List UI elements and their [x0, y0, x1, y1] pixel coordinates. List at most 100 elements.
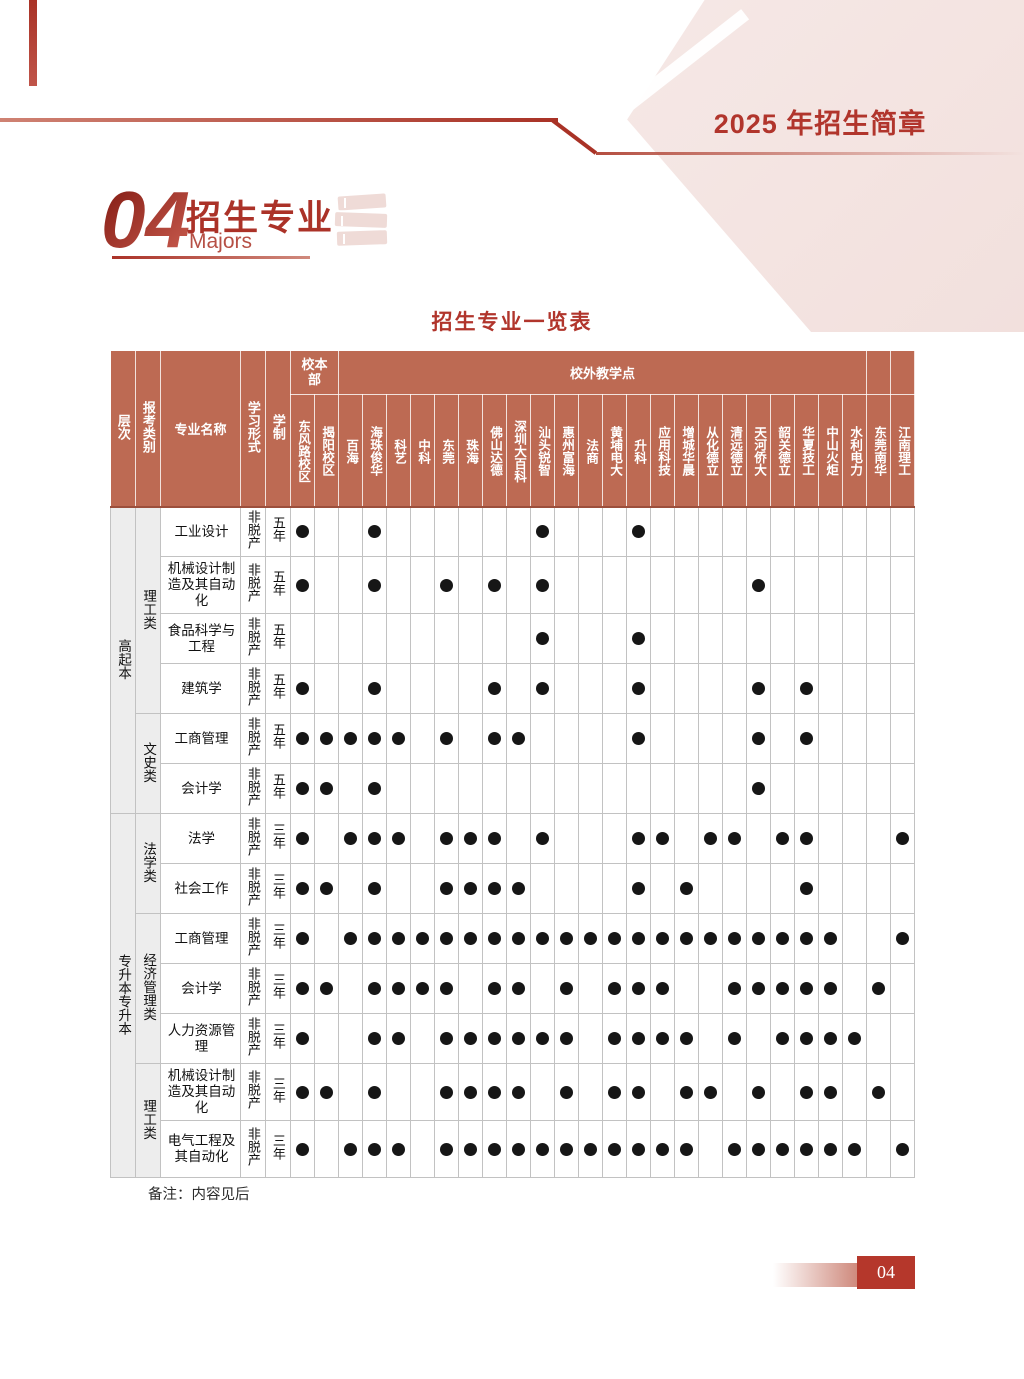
- offer-cell: [410, 763, 435, 814]
- dot-icon: [320, 882, 333, 895]
- study-form: 非脱产: [240, 863, 266, 914]
- dot-icon: [296, 932, 309, 945]
- offer-cell: [818, 506, 843, 557]
- offer-cell: [314, 613, 339, 664]
- major-name: 社会工作: [160, 863, 241, 914]
- offer-cell: [602, 556, 627, 614]
- offer-cell: [506, 863, 531, 914]
- dot-icon: [512, 1032, 525, 1045]
- dot-icon: [536, 1142, 549, 1156]
- offer-cell: [698, 863, 723, 914]
- dot-icon: [392, 1142, 405, 1156]
- offer-cell: [434, 763, 459, 814]
- dot-icon: [368, 782, 381, 795]
- offer-cell: [410, 663, 435, 714]
- offer-cell: [818, 713, 843, 764]
- category-label: 文史类: [135, 713, 161, 814]
- dot-icon: [896, 1142, 910, 1156]
- offer-cell: [314, 663, 339, 714]
- dot-icon: [320, 1085, 333, 1099]
- offer-cell: [362, 556, 387, 614]
- dot-icon: [440, 1142, 453, 1156]
- dot-icon: [488, 1032, 501, 1045]
- dot-icon: [296, 782, 309, 795]
- offer-cell: [626, 763, 651, 814]
- dot-icon: [440, 832, 453, 845]
- table-row: 经济管理类 工商管理 非脱产 三年: [111, 913, 916, 1064]
- offer-cell: [362, 613, 387, 664]
- offer-cell: [698, 506, 723, 557]
- duration: 五年: [265, 663, 291, 714]
- offer-cell: [314, 1120, 339, 1178]
- header-rule-left: [0, 118, 558, 122]
- offer-cell: [434, 506, 459, 557]
- offer-cell: [674, 963, 699, 1014]
- offer-cell: [458, 813, 483, 864]
- offer-cell: [314, 963, 339, 1014]
- offer-cell: [434, 1120, 459, 1178]
- offer-cell: [290, 863, 315, 914]
- dot-icon: [296, 832, 309, 845]
- offer-cell: [386, 1120, 411, 1178]
- offer-cell: [698, 713, 723, 764]
- dot-icon: [872, 1085, 886, 1099]
- dot-icon: [296, 578, 309, 592]
- dot-icon: [488, 932, 501, 945]
- offer-cell: [674, 1013, 699, 1064]
- offer-cell: [818, 1013, 843, 1064]
- study-form: 非脱产: [240, 763, 266, 814]
- duration: 五年: [265, 506, 291, 557]
- study-form: 非脱产: [240, 1120, 266, 1178]
- offer-cell: [794, 506, 819, 557]
- dot-icon: [488, 732, 501, 745]
- offer-cell: [602, 863, 627, 914]
- dot-icon: [296, 882, 309, 895]
- offer-cell: [770, 863, 795, 914]
- offer-cell: [290, 963, 315, 1014]
- major-name: 建筑学: [160, 663, 241, 714]
- dot-icon: [608, 932, 621, 945]
- offer-cell: [434, 813, 459, 864]
- offer-cell: [458, 863, 483, 914]
- dot-icon: [464, 1085, 477, 1099]
- offer-cell: [458, 763, 483, 814]
- offer-cell: [890, 813, 916, 864]
- offer-cell: [530, 1063, 555, 1121]
- offer-cell: [818, 1120, 843, 1178]
- table-row: 食品科学与工程 非脱产 五年: [111, 613, 916, 664]
- offer-cell: [626, 613, 651, 664]
- offer-cell: [506, 1120, 531, 1178]
- section-number: 04: [101, 175, 190, 264]
- dot-icon: [368, 982, 381, 995]
- header-rule-right: [596, 152, 1024, 155]
- offer-cell: [578, 663, 603, 714]
- offer-cell: [794, 963, 819, 1014]
- offer-cell: [362, 813, 387, 864]
- column-header-location-26: 江南理工: [890, 394, 916, 507]
- offer-cell: [434, 913, 459, 964]
- footnote: 备注：内容见后: [148, 1187, 250, 1203]
- dot-icon: [440, 578, 453, 592]
- offer-cell: [794, 713, 819, 764]
- column-header-location-21: 韶关德立: [770, 394, 795, 507]
- study-form: 非脱产: [240, 913, 266, 964]
- offer-cell: [482, 613, 507, 664]
- page-number-badge: 04: [857, 1256, 915, 1289]
- offer-cell: [698, 1120, 723, 1178]
- dot-icon: [296, 682, 309, 695]
- dot-icon: [824, 982, 837, 995]
- dot-icon: [392, 832, 405, 845]
- study-form: 非脱产: [240, 506, 266, 557]
- offer-cell: [650, 613, 675, 664]
- offer-cell: [290, 763, 315, 814]
- offer-cell: [578, 713, 603, 764]
- offer-cell: [290, 913, 315, 964]
- offer-cell: [290, 1120, 315, 1178]
- offer-cell: [770, 813, 795, 864]
- offer-cell: [722, 913, 747, 964]
- dot-icon: [488, 682, 501, 695]
- dot-icon: [776, 832, 789, 845]
- dot-icon: [728, 1032, 741, 1045]
- dot-icon: [344, 732, 357, 745]
- offer-cell: [362, 506, 387, 557]
